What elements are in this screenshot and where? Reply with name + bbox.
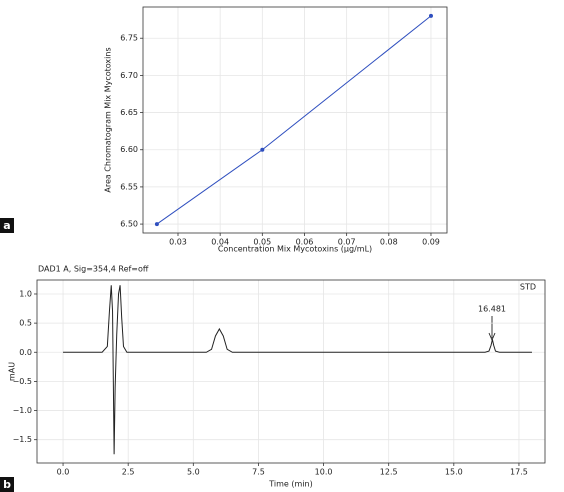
- x-tick-label: 2.5: [122, 468, 135, 477]
- plot-frame: [36, 279, 546, 464]
- y-tick-label: 6.55: [120, 182, 138, 191]
- x-tick-label: 0.07: [338, 238, 356, 247]
- panel-label: a: [3, 219, 10, 232]
- y-tick-label: 0.0: [19, 348, 32, 357]
- x-tick-label: 0.04: [211, 238, 229, 247]
- x-tick-label: 15.0: [445, 468, 463, 477]
- chart-title: DAD1 A, Sig=354,4 Ref=off: [38, 265, 149, 274]
- x-axis-label: Concentration Mix Mycotoxins (μg/mL): [218, 245, 372, 254]
- y-axis-label: Area Chromatogram Mix Mycotoxins: [104, 47, 113, 192]
- y-tick-label: −1.5: [13, 435, 32, 444]
- x-tick-label: 0.08: [380, 238, 398, 247]
- plot-frame: [142, 6, 448, 234]
- data-point: [260, 147, 265, 152]
- y-axis-label: mAU: [8, 362, 17, 381]
- data-line: [63, 285, 532, 455]
- x-tick-label: 17.5: [510, 468, 528, 477]
- x-tick-label: 0.06: [296, 238, 314, 247]
- x-tick-label: 0.03: [169, 238, 187, 247]
- y-tick-label: 6.75: [120, 34, 138, 43]
- x-tick-label: 12.5: [380, 468, 398, 477]
- y-tick-label: 6.50: [120, 220, 138, 229]
- x-tick-label: 10.0: [315, 468, 333, 477]
- y-tick-label: 1.0: [19, 289, 32, 298]
- panel-label-box: [0, 477, 14, 492]
- y-tick-label: 0.5: [19, 319, 32, 328]
- data-point: [154, 222, 159, 227]
- y-tick-label: 6.70: [120, 71, 138, 80]
- x-axis-label: Time (min): [268, 480, 312, 489]
- y-tick-label: −0.5: [13, 377, 32, 386]
- x-tick-label: 0.0: [57, 468, 70, 477]
- y-tick-label: −1.0: [13, 406, 32, 415]
- annotation: STD: [520, 283, 536, 292]
- annotation: 16.481: [478, 305, 506, 314]
- panel-label: b: [3, 478, 11, 491]
- y-tick-label: 6.65: [120, 108, 138, 117]
- panel-label-box: [0, 218, 14, 233]
- y-tick-label: 6.60: [120, 145, 138, 154]
- x-tick-label: 0.05: [253, 238, 271, 247]
- x-tick-label: 0.09: [422, 238, 440, 247]
- x-tick-label: 5.0: [187, 468, 200, 477]
- data-point: [428, 13, 433, 18]
- x-tick-label: 7.5: [252, 468, 265, 477]
